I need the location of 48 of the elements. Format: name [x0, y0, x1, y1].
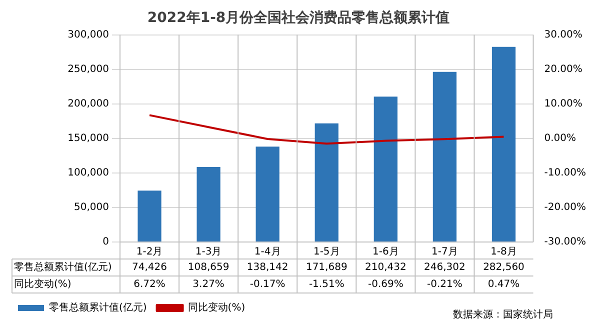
y2-tick-label: 0.00%: [544, 132, 576, 144]
data-label: -0.21%: [427, 279, 462, 290]
bar: [374, 96, 398, 242]
y-tick-label: 200,000: [68, 98, 109, 110]
legend-label: 零售总额累计值(亿元): [49, 302, 147, 314]
y-tick-label: 300,000: [68, 29, 109, 40]
y2-tick-label: -30.00%: [544, 236, 586, 248]
bar: [314, 123, 338, 242]
bar: [432, 72, 457, 242]
y-tick-label: 100,000: [68, 168, 109, 179]
x-tick-label: 1-8月: [490, 246, 517, 258]
y2-tick-label: -20.00%: [544, 202, 586, 214]
data-label: 3.27%: [192, 279, 224, 290]
data-label: 0.47%: [488, 279, 520, 290]
data-label: 210,432: [364, 262, 406, 274]
y2-tick-label: 30.00%: [544, 29, 582, 40]
y-tick-label: 250,000: [68, 64, 109, 75]
x-tick-label: 1-2月: [136, 246, 163, 258]
chart-title: 2022年1-8月份全国社会消费品零售总额累计值: [147, 9, 450, 26]
data-label: 282,560: [483, 262, 524, 274]
bar: [196, 166, 220, 242]
text: 同比变动(%): [14, 279, 72, 290]
y-tick-label: 150,000: [68, 132, 109, 144]
data-label: -1.51%: [308, 279, 344, 290]
data-label: 138,142: [246, 262, 288, 274]
data-label: 171,689: [306, 262, 348, 274]
y2-tick-label: 10.00%: [544, 98, 582, 110]
y2-tick-label: -10.00%: [544, 168, 586, 179]
bar: [492, 46, 516, 242]
data-label: -0.69%: [368, 279, 404, 290]
bar: [256, 146, 280, 242]
source-note: 数据来源：国家统计局: [453, 308, 553, 321]
data-label: 74,426: [132, 262, 168, 274]
data-label: 246,302: [424, 262, 466, 274]
x-tick-label: 1-5月: [313, 246, 340, 258]
x-tick-label: 1-4月: [254, 246, 281, 258]
bar: [138, 190, 162, 242]
x-tick-label: 1-7月: [432, 246, 458, 258]
data-label: -0.17%: [250, 279, 286, 290]
y2-tick-label: 20.00%: [544, 64, 582, 75]
data-label: 108,659: [188, 262, 230, 274]
legend-label: 同比变动(%): [188, 302, 246, 314]
text: 零售总额累计值(亿元): [14, 262, 112, 274]
x-tick-label: 1-3月: [195, 246, 222, 258]
x-tick-label: 1-6月: [372, 246, 399, 258]
y-tick-label: 50,000: [74, 202, 109, 214]
data-label: 6.72%: [134, 279, 166, 290]
y-tick-label: 0: [102, 236, 109, 248]
